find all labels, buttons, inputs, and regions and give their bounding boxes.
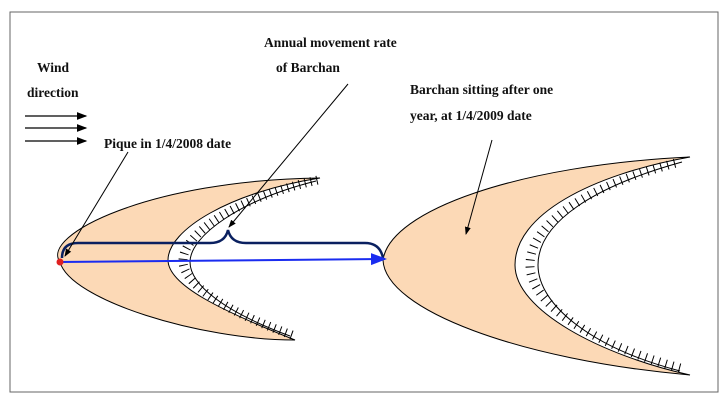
movement-brace: [60, 229, 385, 259]
label: Pique in 1/4/2008 date: [104, 136, 231, 151]
pointer: [464, 139, 493, 235]
label: Wind: [37, 60, 70, 75]
frame: [9, 11, 719, 393]
label: direction: [27, 85, 79, 100]
pointer: [64, 151, 129, 257]
pointer: [228, 83, 349, 228]
movement-arrow: [59, 253, 387, 266]
label: year, at 1/4/2009 date: [410, 108, 532, 123]
label: Annual movement rate: [264, 35, 397, 50]
label: of Barchan: [276, 60, 340, 75]
label: Barchan sitting after one: [410, 82, 553, 97]
slip-face-edge: [537, 161, 683, 372]
barchan-2008: [57, 177, 321, 341]
barchan-2009: [382, 156, 691, 376]
slip-face-edge: [189, 180, 317, 337]
pique-point: [56, 258, 64, 266]
